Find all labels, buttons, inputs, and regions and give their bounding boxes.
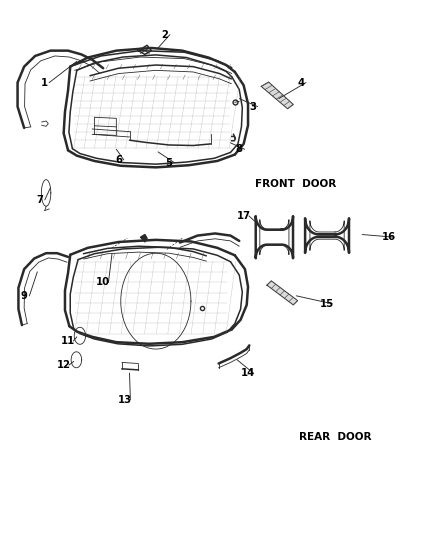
Polygon shape [140, 235, 147, 242]
Text: 7: 7 [36, 195, 43, 205]
Text: REAR  DOOR: REAR DOOR [298, 432, 370, 442]
Text: 14: 14 [240, 368, 254, 378]
Text: 11: 11 [61, 336, 75, 346]
Text: 1: 1 [40, 78, 47, 87]
Text: 16: 16 [381, 232, 395, 242]
Text: 15: 15 [319, 299, 333, 309]
Text: 6: 6 [115, 155, 122, 165]
Text: 17: 17 [236, 211, 250, 221]
Text: 4: 4 [297, 78, 304, 87]
Text: FRONT  DOOR: FRONT DOOR [254, 179, 335, 189]
Text: 2: 2 [161, 30, 168, 39]
Polygon shape [266, 281, 297, 305]
Text: 13: 13 [118, 395, 132, 405]
Text: 8: 8 [235, 144, 242, 154]
Text: 9: 9 [21, 291, 28, 301]
Text: 12: 12 [57, 360, 71, 370]
Polygon shape [261, 82, 293, 109]
Text: 10: 10 [96, 278, 110, 287]
Text: 3: 3 [248, 102, 255, 111]
Text: 5: 5 [165, 158, 172, 167]
